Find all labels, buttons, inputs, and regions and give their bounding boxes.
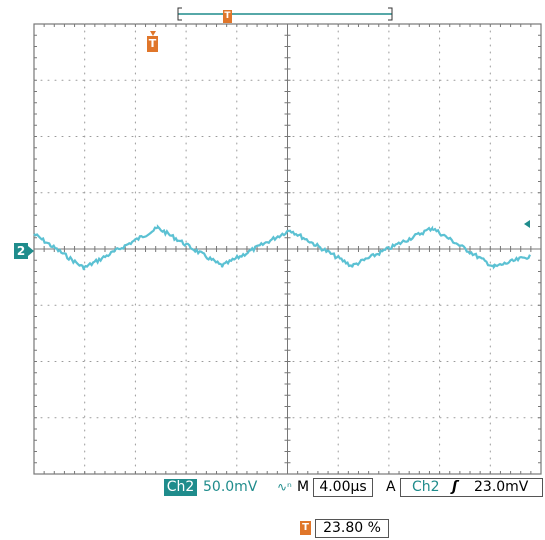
trigger-level-arrow-icon[interactable] [524, 220, 530, 228]
main-timebase-label: M [297, 479, 310, 495]
record-trigger-icon: T [223, 10, 232, 23]
trigger-slope-icon: ʃ [452, 479, 458, 495]
trigger-level[interactable]: 23.0mV [474, 479, 529, 495]
time-per-div[interactable]: 4.00µs [313, 478, 373, 497]
trigger-position-icon[interactable]: T [147, 31, 158, 52]
channel-2-ground-marker[interactable]: 2 [14, 243, 34, 259]
waveform-trace [33, 224, 532, 271]
trigger-readout[interactable] [400, 478, 543, 497]
horizontal-position-icon: T [300, 521, 311, 535]
channel-label[interactable]: Ch2 [164, 479, 197, 496]
acquire-mode-label: A [386, 479, 396, 495]
horizontal-position-value[interactable]: 23.80 % [315, 519, 389, 538]
trigger-source[interactable]: Ch2 [412, 479, 440, 495]
record-length-bar [177, 7, 393, 21]
bw-limit-icon: ∿ⁿ [277, 480, 292, 494]
volts-per-div[interactable]: 50.0mV [203, 479, 258, 495]
